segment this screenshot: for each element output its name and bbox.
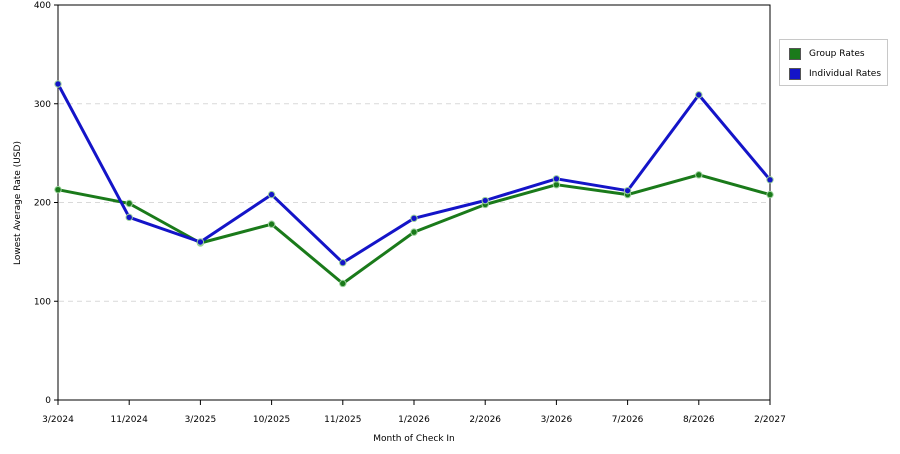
legend-item-group-rates: Group Rates <box>789 47 865 61</box>
data-point-group-rates <box>410 228 418 236</box>
data-point-individual-rates <box>410 214 418 223</box>
x-tick-label: 11/2024 <box>111 415 149 425</box>
grid-lines <box>59 103 769 302</box>
data-point-individual-rates <box>339 259 347 267</box>
x-tick-label: 10/2025 <box>253 415 290 425</box>
y-tick-label: 0 <box>45 396 51 406</box>
x-tick-label: 11/2025 <box>324 415 361 425</box>
x-tick-label: 2/2026 <box>469 415 501 425</box>
legend-label-group-rates: Group Rates <box>809 49 865 59</box>
x-tick-label: 3/2026 <box>541 415 573 425</box>
data-point-individual-rates <box>196 238 205 246</box>
data-point-group-rates <box>125 199 133 208</box>
legend-label-individual-rates: Individual Rates <box>809 69 882 79</box>
tick-labels: 0 100 200 300 400 3/2024 11/2024 3/2025 10/2025 1… <box>34 1 786 425</box>
y-tick-label: 200 <box>34 199 51 209</box>
legend-swatch-group-rates <box>789 48 801 60</box>
x-tick-label: 2/2027 <box>754 415 786 425</box>
data-point-individual-rates <box>623 186 632 195</box>
data-point-individual-rates <box>695 91 703 99</box>
data-point-group-rates <box>766 190 774 199</box>
axes <box>54 4 771 405</box>
data-point-individual-rates <box>766 176 774 184</box>
x-axis-title: Month of Check In <box>373 434 455 444</box>
legend-item-individual-rates: Individual Rates <box>789 67 881 81</box>
x-tick-label: 3/2024 <box>42 415 74 425</box>
x-tick-label: 1/2026 <box>398 415 430 425</box>
y-tick-label: 300 <box>34 100 51 110</box>
x-tick-label: 7/2026 <box>612 415 644 425</box>
legend-swatch-individual-rates <box>789 68 801 80</box>
y-tick-label: 400 <box>34 1 51 11</box>
data-point-individual-rates <box>481 196 489 205</box>
y-tick-label: 100 <box>34 297 51 307</box>
data-point-individual-rates <box>267 190 276 199</box>
series-line-individual-rates <box>56 83 772 265</box>
data-point-group-rates <box>267 220 276 228</box>
series-lines <box>56 83 772 285</box>
y-axis-title: Lowest Average Rate (USD) <box>13 141 23 265</box>
legend: Group Rates Individual Rates <box>779 39 888 86</box>
x-tick-label: 8/2026 <box>683 415 715 425</box>
data-point-individual-rates <box>125 213 133 222</box>
data-point-group-rates <box>695 171 703 179</box>
x-tick-label: 3/2025 <box>185 415 217 425</box>
data-points <box>54 80 774 288</box>
data-point-individual-rates <box>552 175 561 183</box>
data-point-group-rates <box>339 279 347 288</box>
data-point-individual-rates <box>54 80 62 88</box>
data-point-group-rates <box>54 185 62 194</box>
